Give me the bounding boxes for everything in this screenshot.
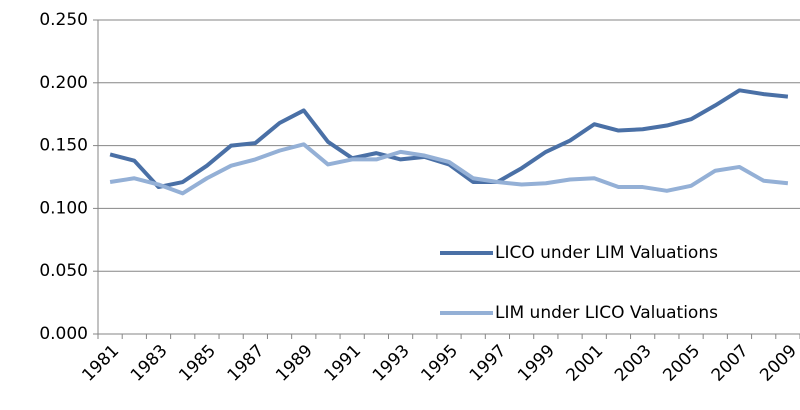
y-tick-label: 0.200 [39,73,88,93]
x-tick-label: 1999 [514,341,559,386]
series-line [109,142,789,196]
x-tick-label: 2001 [563,341,608,386]
y-tick-label: 0.150 [39,136,88,156]
x-tick-label: 2007 [708,341,753,386]
legend-label: LIM under LICO Valuations [495,303,718,323]
x-tick-label: 1991 [321,341,366,386]
legend-label: LICO under LIM Valuations [495,243,718,263]
x-tick-label: 1989 [272,341,317,386]
x-tick-label: 1997 [466,341,511,386]
x-tick-label: 1981 [78,341,123,386]
y-tick-label: 0.250 [39,10,88,30]
x-tick-label: 2005 [659,341,704,386]
series-line [109,88,789,190]
x-tick-label: 1987 [224,341,269,386]
y-tick-label: 0.050 [39,261,88,281]
x-tick-label: 1985 [175,341,220,386]
x-tick-label: 2009 [756,341,800,386]
x-tick-label: 1995 [417,341,462,386]
y-tick-label: 0.000 [39,324,88,344]
x-tick-label: 2003 [611,341,656,386]
x-tick-label: 1983 [127,341,172,386]
y-tick-label: 0.100 [39,198,88,218]
x-tick-label: 1993 [369,341,414,386]
